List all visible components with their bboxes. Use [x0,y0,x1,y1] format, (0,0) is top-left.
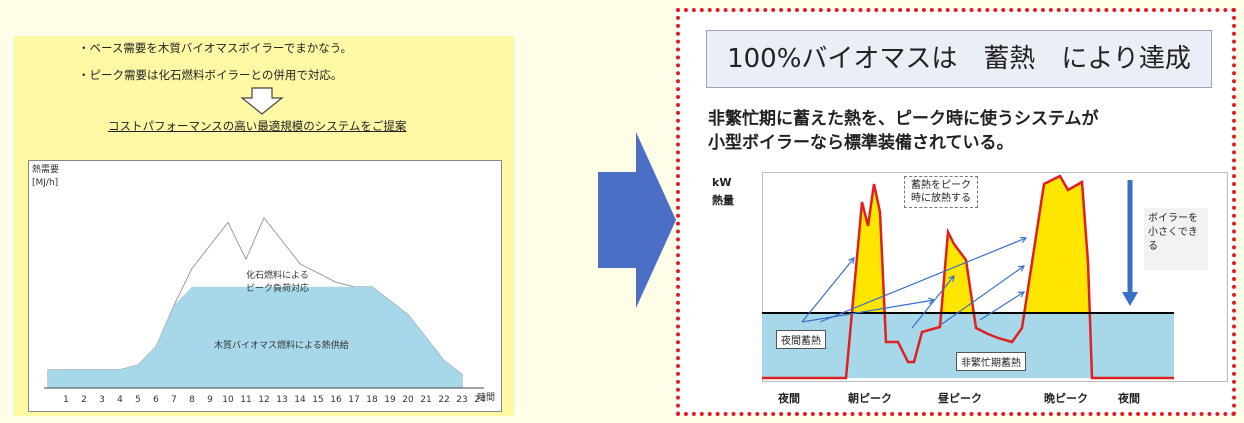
right-x-label: 昼ピーク [938,392,982,405]
release-line-1: 蓄熱をピーク [911,180,971,191]
biomass-label: 木質バイオマス燃料による熱供給 [214,341,349,351]
x-tick-label: 24 [474,395,486,405]
arrow-head [1019,236,1028,244]
desc-line-1: 非繁忙期に蓄えた熱を、ピーク時に使うシステムが [708,109,1099,129]
right-title: 100%バイオマスは 蓄熱 により達成 [727,44,1191,74]
heat-transfer-arrow [801,299,935,323]
biomass-base-area [48,286,462,388]
storage-base-area [762,313,1174,378]
down-arrow-icon [1122,292,1138,306]
x-tick-label: 15 [312,395,323,405]
left-chart-yunit: [MJ/h] [32,178,59,188]
side-line-1: ボイラーを [1148,213,1198,224]
arrow-head [948,275,955,283]
heat-transfer-arrow [911,275,955,329]
offpeak-storage-label: 非繁忙期蓄熱 [956,352,1026,371]
x-tick-label: 13 [276,395,287,405]
heat-transfer-arrow [801,257,855,323]
desc-line-2: 小型ボイラーなら標準装備されている。 [708,133,1014,153]
x-tick-label: 11 [240,395,251,405]
arrow-head [1017,265,1026,272]
x-tick-label: 17 [348,395,359,405]
fossil-label-1: 化石燃料による [246,271,309,281]
side-note: ボイラーを 小さくでき る [1144,208,1208,270]
heat-transfer-arrow [979,291,1025,321]
right-ylabel-kw: kW [712,176,732,189]
x-tick-label: 19 [384,395,396,405]
left-chart-ylabel: 熱需要 [32,165,60,175]
right-x-label: 晩ピーク [1044,392,1088,405]
x-tick-label: 5 [135,395,141,405]
demand-line [762,174,1174,380]
x-tick-label: 22 [438,395,449,405]
arrow-head [848,257,855,265]
note-base-demand: ・ベース需要を木質バイオマスボイラーでまかなう。 [78,41,353,55]
side-line-3: る [1148,241,1158,252]
release-line-2: 時に放熱する [911,193,971,204]
heat-transfer-arrow [941,265,1025,325]
note-peak-demand: ・ピーク需要は化石燃料ボイラーとの併用で対応。 [78,68,343,82]
x-tick-label: 21 [420,395,431,405]
x-tick-label: 14 [294,395,306,405]
x-tick-label: 18 [366,395,378,405]
x-tick-label: 23 [456,395,467,405]
proposal-text: コストパフォーマンスの高い最適規模のシステムをご提案 [108,119,407,133]
x-tick-label: 3 [99,395,105,405]
x-tick-label: 9 [207,395,213,405]
x-tick-label: 2 [81,395,87,405]
heat-transfer-arrow [819,237,1027,323]
right-storage-chart [762,174,1174,380]
title-box [706,30,1212,88]
release-note: 蓄熱をピーク 時に放熱する [904,176,978,208]
x-tick-label: 6 [153,395,159,405]
down-arrow-icon [240,87,284,115]
right-x-label: 夜間 [1118,392,1140,405]
right-x-label: 朝ピーク [848,392,892,405]
left-demand-chart: 1 2 3 4 5 6 7 8 9 10 11 12 13 14 15 16 17 18 19 20 21 22 23 24 [44,217,486,405]
left-chart-xunit: 時間 [477,393,496,403]
x-tick-label: 12 [258,395,269,405]
right-x-label: 夜間 [778,392,800,405]
x-tick-label: 1 [63,395,69,405]
night-storage-label: 夜間蓄熱 [776,330,826,349]
x-tick-label: 16 [330,395,342,405]
x-tick-label: 7 [171,395,177,405]
fossil-label-2: ピーク負荷対応 [246,284,310,294]
right-ylabel-heat: 熱量 [712,194,734,207]
x-tick-label: 8 [189,395,195,405]
side-line-2: 小さくでき [1148,227,1198,238]
x-tick-label: 10 [222,395,234,405]
right-arrow-icon [598,132,676,308]
arrow-head [1017,291,1026,298]
x-tick-label: 20 [402,395,414,405]
x-tick-label: 4 [117,395,123,405]
